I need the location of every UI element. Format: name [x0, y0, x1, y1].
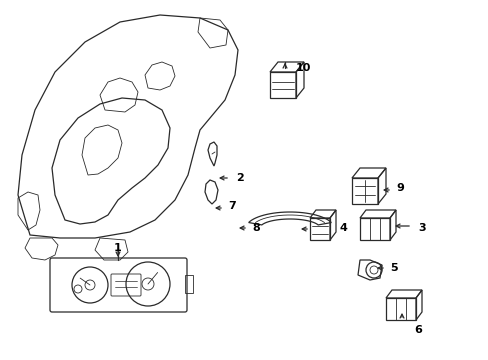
Text: 2: 2	[236, 173, 243, 183]
Text: 7: 7	[227, 201, 235, 211]
Bar	[184, 275, 193, 293]
Text: 9: 9	[395, 183, 403, 193]
Text: 3: 3	[417, 223, 425, 233]
Text: 1: 1	[114, 243, 122, 253]
Text: 10: 10	[295, 63, 311, 73]
Text: 8: 8	[251, 223, 259, 233]
Text: 6: 6	[413, 325, 421, 335]
Text: 4: 4	[339, 223, 347, 233]
Text: 5: 5	[389, 263, 397, 273]
